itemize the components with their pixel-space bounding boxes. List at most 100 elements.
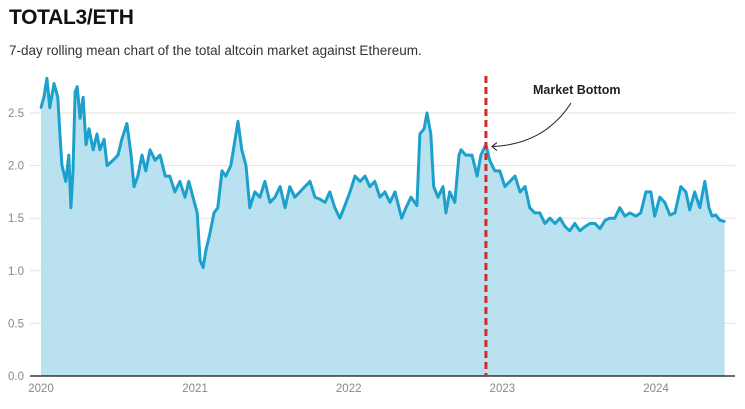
data-point — [111, 159, 115, 162]
data-point — [144, 169, 148, 173]
data-point — [136, 174, 140, 178]
data-point — [679, 185, 683, 188]
data-point — [436, 195, 440, 199]
data-point — [201, 266, 205, 269]
data-point — [707, 206, 711, 209]
data-point — [73, 90, 77, 94]
data-point — [140, 153, 144, 157]
data-point — [220, 169, 224, 173]
annotation-market-bottom: Market Bottom — [533, 83, 621, 97]
data-point — [183, 195, 187, 199]
data-point — [204, 248, 208, 251]
data-point — [558, 217, 562, 220]
data-point — [328, 190, 331, 194]
data-point — [513, 174, 517, 178]
data-point — [543, 222, 547, 225]
data-point — [303, 185, 307, 188]
data-point — [273, 195, 277, 199]
data-point — [333, 206, 337, 209]
data-point — [523, 185, 527, 188]
data-point — [98, 148, 102, 152]
data-point — [42, 96, 46, 99]
y-tick-label: 2.0 — [8, 161, 24, 173]
data-point — [208, 232, 211, 236]
data-point — [268, 201, 272, 204]
data-point — [198, 259, 202, 262]
data-point — [553, 222, 557, 225]
data-point — [363, 174, 367, 178]
data-point — [383, 190, 387, 194]
data-point — [258, 195, 262, 199]
x-tick-label: 2024 — [643, 383, 669, 395]
data-point — [91, 148, 95, 152]
x-tick-label: 2023 — [490, 383, 516, 395]
data-point — [368, 185, 371, 188]
data-point — [64, 180, 68, 183]
data-point — [668, 213, 672, 217]
data-point — [588, 222, 592, 225]
data-point — [278, 185, 282, 188]
data-point — [293, 195, 297, 199]
data-point — [518, 190, 522, 194]
data-point — [348, 190, 352, 194]
y-tick-label: 0.5 — [8, 318, 24, 330]
y-tick-label: 0.0 — [8, 371, 24, 383]
data-point — [323, 201, 327, 204]
data-point — [573, 222, 576, 225]
data-point — [432, 185, 435, 188]
data-point — [120, 138, 124, 141]
data-point — [415, 204, 419, 207]
x-tick-label: 2022 — [336, 383, 362, 395]
data-point — [168, 174, 172, 178]
data-point — [56, 96, 60, 99]
data-point — [603, 219, 607, 222]
data-point — [132, 185, 136, 188]
data-point — [475, 174, 479, 178]
data-point — [470, 153, 474, 157]
series-line — [39, 76, 725, 270]
data-point — [563, 225, 567, 228]
data-point — [479, 153, 483, 157]
data-point — [87, 127, 91, 130]
data-point — [353, 174, 357, 178]
data-point — [129, 153, 133, 157]
data-point — [528, 206, 531, 209]
data-point — [308, 180, 312, 183]
data-point — [493, 169, 496, 173]
data-point — [618, 206, 621, 209]
data-point — [608, 217, 611, 220]
data-points — [39, 77, 726, 269]
data-point — [388, 201, 392, 204]
data-point — [593, 222, 597, 225]
data-point — [448, 190, 451, 194]
data-point — [653, 214, 656, 218]
data-point — [578, 229, 582, 233]
data-point — [125, 122, 129, 125]
data-point — [58, 132, 62, 136]
data-point — [71, 169, 75, 173]
data-point — [378, 195, 382, 199]
data-point — [224, 174, 227, 178]
data-point — [444, 211, 448, 215]
data-point — [48, 106, 52, 109]
data-point — [253, 190, 257, 194]
data-point — [233, 138, 237, 141]
data-point — [116, 153, 120, 157]
data-point — [503, 185, 507, 188]
data-point — [216, 206, 219, 209]
data-point — [568, 229, 571, 233]
data-point — [244, 164, 248, 167]
data-point — [81, 96, 85, 99]
data-point — [723, 220, 726, 223]
data-point — [163, 174, 167, 178]
data-point — [508, 180, 512, 183]
data-point — [148, 148, 152, 152]
data-point — [191, 195, 195, 199]
data-point — [105, 164, 109, 167]
data-point — [95, 132, 99, 136]
data-point — [663, 201, 667, 204]
data-point — [153, 159, 157, 162]
chart-title: TOTAL3/ETH — [9, 6, 134, 29]
chart-subtitle: 7-day rolling mean chart of the total al… — [9, 43, 422, 58]
